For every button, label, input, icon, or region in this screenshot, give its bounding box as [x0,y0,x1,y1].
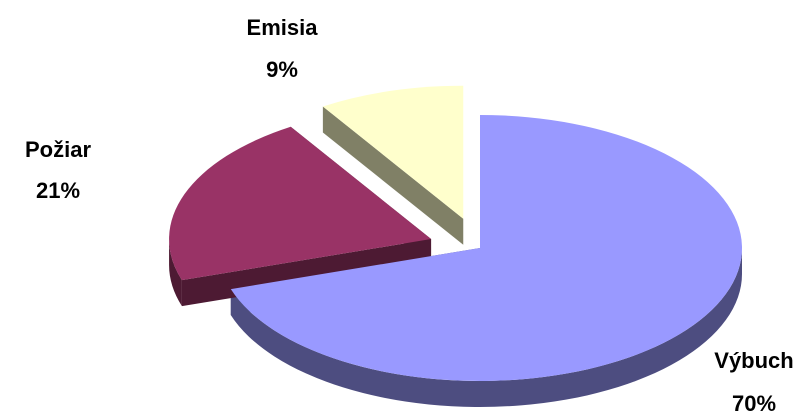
slice-poziar [169,126,432,281]
slice-side-emisia [322,106,464,245]
label-vybuch-name: Výbuch [714,348,793,373]
label-poziar-value: 21% [36,178,80,203]
label-emisia-value: 9% [266,57,298,82]
slice-emisia [322,85,464,219]
slice-cut-emisia [322,106,464,245]
slice-tops [169,85,743,381]
label-emisia-name: Emisia [247,15,319,40]
slice-wall-poziar [169,239,182,307]
label-poziar-name: Požiar [25,137,91,162]
slice-wall-vybuch [230,248,743,408]
slice-vybuch [230,115,743,381]
label-vybuch-value: 70% [732,391,776,416]
